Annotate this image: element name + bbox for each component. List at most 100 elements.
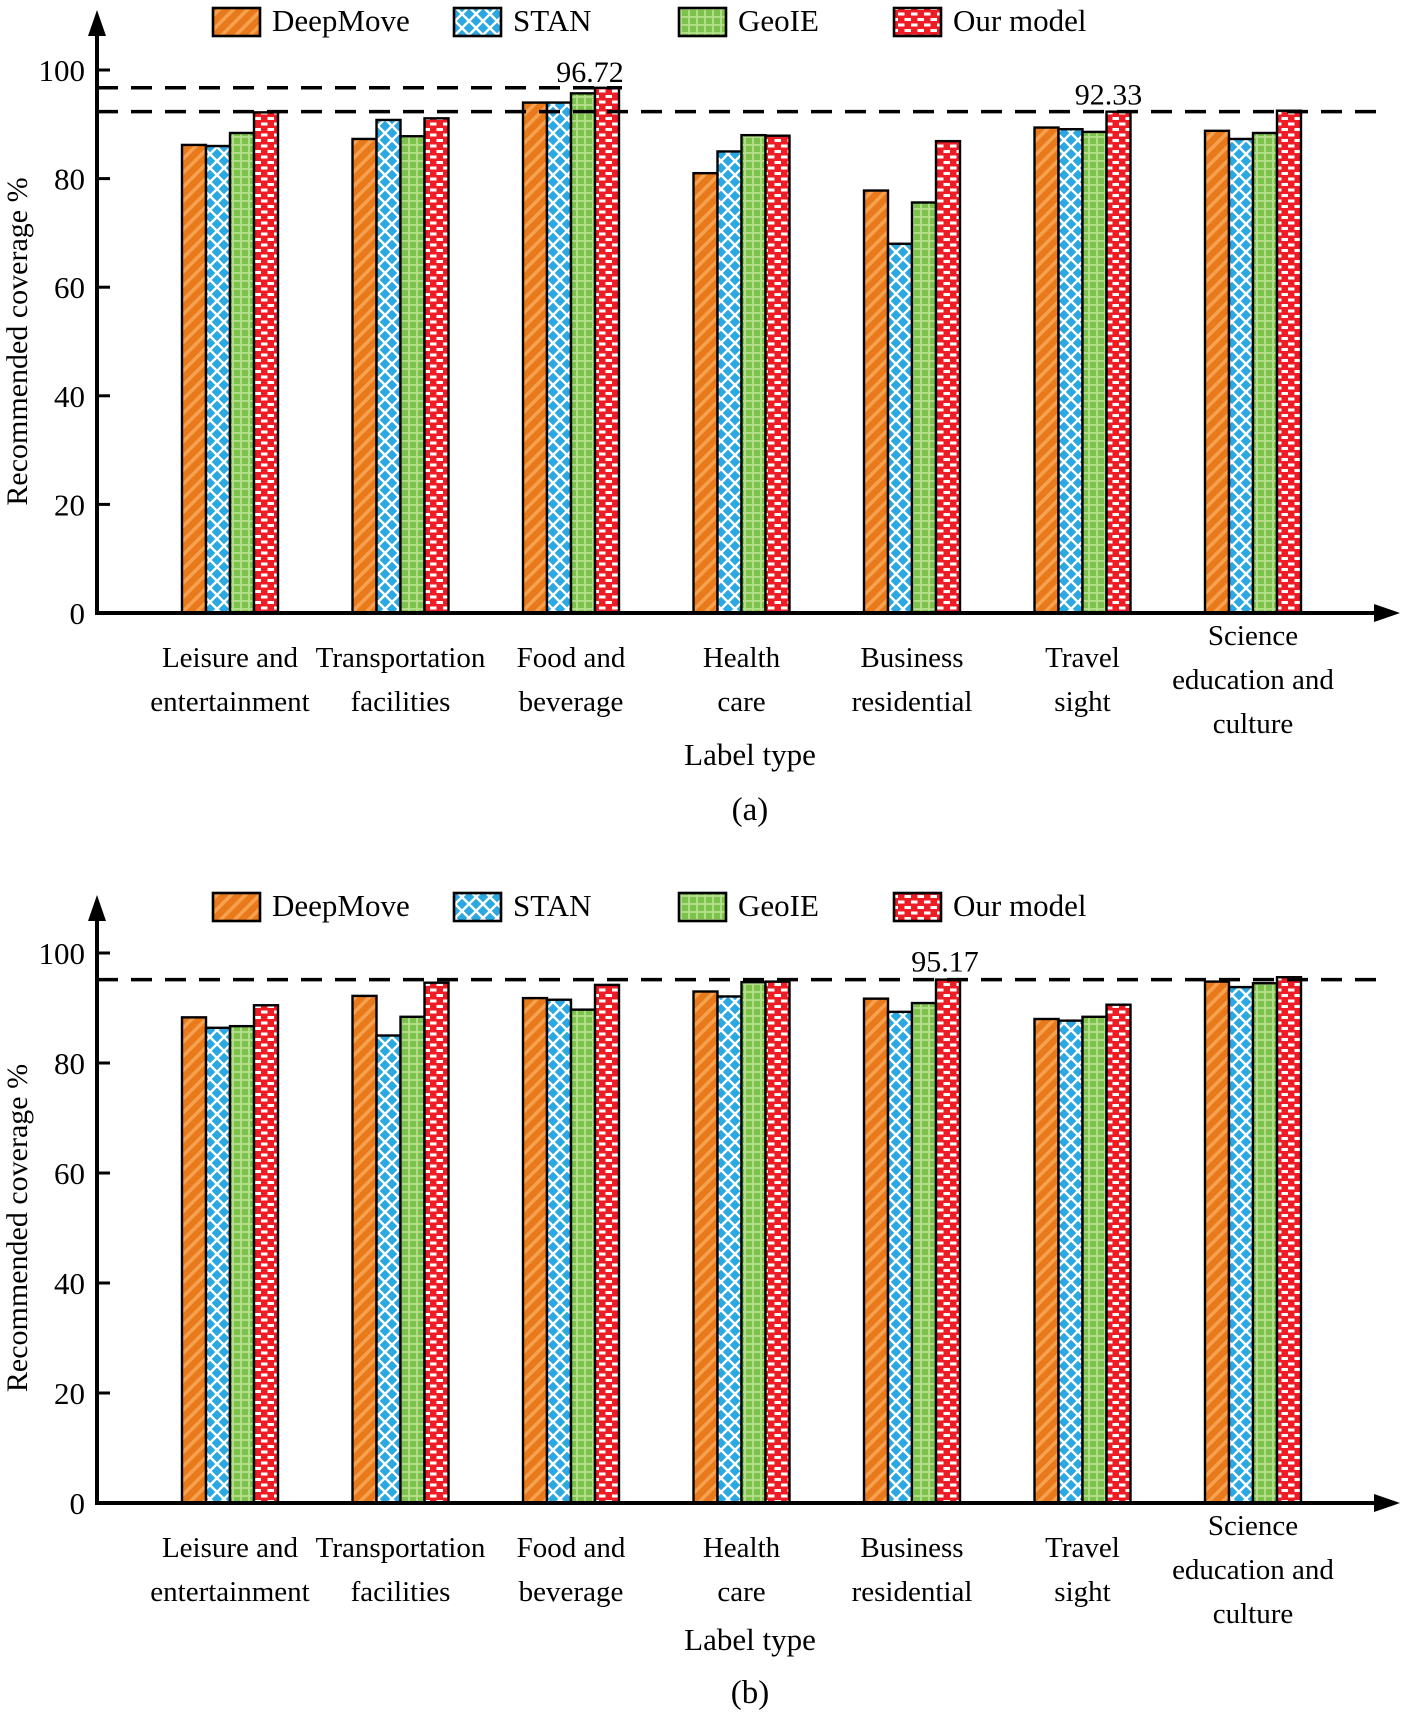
bar-geoie-business-residential	[910, 1001, 938, 1505]
legend-label-deepmove: DeepMove	[272, 888, 410, 923]
legend-label-geoie: GeoIE	[738, 3, 819, 38]
y-axis-title: Recommended coverage %	[1, 177, 34, 505]
y-tick-label: 40	[54, 379, 85, 414]
y-tick-label: 40	[54, 1266, 85, 1301]
bar-geoie-travel-sight	[1081, 130, 1108, 615]
legend-label-our-model: Our model	[953, 888, 1086, 923]
category-label-health-care: Health	[703, 1532, 781, 1564]
bar-deepmove-leisure-and-entertainment	[180, 143, 208, 615]
y-axis-arrow-icon	[88, 10, 106, 36]
category-label-leisure-and-entertainment: Leisure and	[162, 1532, 299, 1564]
category-label-leisure-and-entertainment: entertainment	[150, 1576, 309, 1608]
category-label-science-education-and-culture: education and	[1172, 664, 1334, 696]
y-tick-label: 20	[54, 487, 85, 522]
bar-stan-health-care	[716, 995, 743, 1505]
bar-geoie-food-and-beverage	[569, 92, 597, 615]
category-label-transportation-facilities: facilities	[351, 1576, 451, 1608]
legend-swatch-stan	[452, 891, 503, 923]
bar-our-model-leisure-and-entertainment	[252, 111, 280, 615]
y-tick-label: 20	[54, 1376, 85, 1411]
category-label-leisure-and-entertainment: Leisure and	[162, 642, 299, 674]
bar-our-model-travel-sight	[1105, 110, 1132, 615]
x-axis-arrow-icon	[1374, 604, 1400, 622]
legend-swatch-our-model	[892, 891, 943, 923]
bar-our-model-leisure-and-entertainment	[252, 1004, 280, 1505]
category-label-travel-sight: sight	[1054, 686, 1110, 718]
category-label-business-residential: Business	[860, 1532, 963, 1564]
category-label-food-and-beverage: Food and	[517, 642, 626, 674]
bar-stan-transportation-facilities	[375, 118, 402, 615]
y-tick-label: 0	[70, 596, 86, 631]
category-label-science-education-and-culture: Science	[1208, 1510, 1298, 1542]
bar-deepmove-food-and-beverage	[521, 101, 549, 615]
bar-geoie-business-residential	[910, 201, 938, 615]
legend-label-geoie: GeoIE	[738, 888, 819, 923]
bar-stan-leisure-and-entertainment	[204, 144, 232, 615]
x-axis-arrow-icon	[1374, 1494, 1400, 1512]
chart-a-figure: 0 20 40 60 80 100 Recommended coverage % 96.72 9…	[0, 0, 1402, 855]
bar-our-model-food-and-beverage	[593, 86, 621, 615]
bar-stan-food-and-beverage	[545, 998, 573, 1505]
chart-b: 0 20 40 60 80 100 Recommended coverage % 95.17 L…	[0, 855, 1402, 1719]
y-tick-label: 60	[54, 270, 85, 305]
bar-deepmove-science-education-and-culture	[1203, 129, 1231, 615]
category-label-business-residential: residential	[852, 686, 973, 718]
category-label-business-residential: residential	[852, 1576, 973, 1608]
bar-deepmove-food-and-beverage	[521, 996, 549, 1505]
legend-swatch-deepmove	[211, 6, 262, 38]
bar-geoie-science-education-and-culture	[1251, 982, 1279, 1505]
bar-geoie-transportation-facilities	[399, 135, 426, 615]
y-tick-label: 0	[70, 1486, 86, 1521]
bar-our-model-travel-sight	[1105, 1003, 1132, 1505]
bar-deepmove-health-care	[692, 990, 719, 1505]
bar-deepmove-business-residential	[862, 997, 890, 1505]
bar-our-model-food-and-beverage	[593, 983, 621, 1505]
bar-stan-food-and-beverage	[545, 101, 573, 615]
y-tick-label: 60	[54, 1156, 85, 1191]
chart-caption: (a)	[732, 792, 769, 828]
bar-our-model-science-education-and-culture	[1275, 975, 1303, 1505]
y-axis-title: Recommended coverage %	[1, 1064, 34, 1392]
category-label-health-care: Health	[703, 642, 781, 674]
bar-deepmove-business-residential	[862, 189, 890, 615]
legend-label-stan: STAN	[513, 888, 591, 923]
category-label-food-and-beverage: beverage	[519, 686, 624, 718]
category-label-health-care: care	[717, 686, 765, 718]
y-tick-label: 100	[39, 53, 86, 88]
bar-stan-leisure-and-entertainment	[204, 1026, 232, 1505]
legend-swatch-geoie	[677, 6, 728, 38]
category-label-travel-sight: Travel	[1045, 1532, 1120, 1564]
category-label-business-residential: Business	[860, 642, 963, 674]
legend-swatch-deepmove	[211, 891, 262, 923]
category-label-travel-sight: Travel	[1045, 642, 1120, 674]
category-label-transportation-facilities: facilities	[351, 686, 451, 718]
bar-our-model-science-education-and-culture	[1275, 109, 1303, 615]
bar-our-model-health-care	[764, 980, 791, 1505]
category-label-transportation-facilities: Transportation	[316, 1532, 486, 1564]
y-tick-label: 80	[54, 162, 85, 197]
annotation-92-33: 92.33	[1075, 79, 1143, 112]
bar-stan-business-residential	[886, 242, 914, 615]
bar-geoie-science-education-and-culture	[1251, 131, 1279, 615]
bar-deepmove-transportation-facilities	[351, 994, 378, 1505]
bar-deepmove-travel-sight	[1033, 1017, 1060, 1505]
bar-our-model-transportation-facilities	[423, 981, 450, 1505]
bar-our-model-business-residential	[934, 139, 962, 615]
chart-a: 0 20 40 60 80 100 Recommended coverage % 96.72 9…	[0, 0, 1402, 855]
bar-stan-business-residential	[886, 1010, 914, 1505]
category-label-science-education-and-culture: Science	[1208, 620, 1298, 652]
bar-stan-science-education-and-culture	[1227, 137, 1255, 615]
bar-geoie-health-care	[740, 980, 767, 1505]
bar-geoie-transportation-facilities	[399, 1015, 426, 1505]
annotation-95-17: 95.17	[911, 946, 979, 979]
legend-label-stan: STAN	[513, 3, 591, 38]
chart-caption: (b)	[731, 1675, 769, 1711]
bar-our-model-health-care	[764, 134, 791, 615]
bar-geoie-travel-sight	[1081, 1015, 1108, 1505]
bar-stan-travel-sight	[1057, 1019, 1084, 1505]
bar-stan-transportation-facilities	[375, 1034, 402, 1505]
x-axis-title: Label type	[684, 1622, 816, 1657]
bar-stan-health-care	[716, 150, 743, 615]
bar-stan-science-education-and-culture	[1227, 985, 1255, 1505]
